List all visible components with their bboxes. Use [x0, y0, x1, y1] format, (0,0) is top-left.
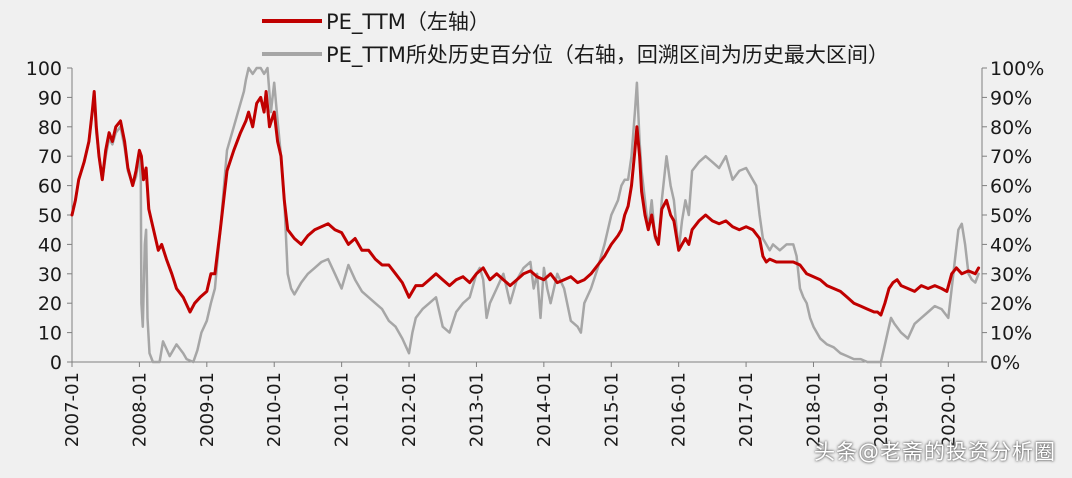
x-tick-label: 2019-01: [871, 372, 892, 447]
x-tick-label: 2010-01: [264, 372, 285, 447]
x-tick-label: 2018-01: [803, 372, 824, 447]
right-tick-label: 10%: [990, 323, 1032, 345]
right-tick-label: 100%: [990, 58, 1044, 80]
left-tick-label: 0: [50, 352, 62, 374]
series-line-percentile: [70, 66, 980, 364]
left-tick-label: 30: [38, 264, 62, 286]
right-axis: 0% 10% 20% 30% 40% 50% 60% 70% 80% 90% 100%: [981, 58, 1044, 374]
right-tick-label: 20%: [990, 293, 1032, 315]
left-tick-label: 20: [38, 293, 62, 315]
right-tick-label: 0%: [990, 352, 1020, 374]
legend-label-percentile: PE_TTM所处历史百分位（右轴，回溯区间为历史最大区间）: [326, 43, 889, 68]
x-tick-label: 2015-01: [601, 372, 622, 447]
x-tick-label: 2016-01: [669, 372, 690, 447]
right-tick-label: 50%: [990, 205, 1032, 227]
series-group: [70, 66, 981, 364]
x-tick-label: 2009-01: [197, 372, 218, 447]
x-tick-label: 2020-01: [938, 372, 959, 447]
x-tick-label: 2011-01: [332, 372, 353, 447]
x-tick-label: 2007-01: [62, 372, 83, 447]
left-tick-label: 70: [38, 146, 62, 168]
series-line-pe: [70, 90, 981, 317]
x-tick-label: 2017-01: [736, 372, 757, 447]
left-tick-label: 100: [26, 58, 62, 80]
x-tick-label: 2012-01: [399, 372, 420, 447]
right-tick-label: 60%: [990, 176, 1032, 198]
right-tick-label: 30%: [990, 264, 1032, 286]
right-tick-label: 90%: [990, 87, 1032, 109]
legend-label-pe: PE_TTM（左轴）: [326, 10, 490, 35]
left-tick-label: 90: [38, 87, 62, 109]
plot-area: [72, 68, 982, 362]
right-tick-label: 80%: [990, 117, 1032, 139]
right-tick-label: 40%: [990, 234, 1032, 256]
x-axis: 2007-01 2008-01 2009-01 2010-01 2011-01 2012-…: [62, 361, 982, 447]
x-tick-label: 2008-01: [129, 372, 150, 447]
watermark-text: 头条@老斋的投资分析圈: [814, 440, 1056, 464]
left-tick-label: 80: [38, 117, 62, 139]
left-axis: 0 10 20 30 40 50 60 70 80 90 100: [26, 58, 73, 374]
left-tick-label: 60: [38, 176, 62, 198]
left-tick-label: 40: [38, 234, 62, 256]
left-tick-label: 50: [38, 205, 62, 227]
x-tick-label: 2013-01: [466, 372, 487, 447]
left-tick-label: 10: [38, 323, 62, 345]
legend: PE_TTM（左轴） PE_TTM所处历史百分位（右轴，回溯区间为历史最大区间）: [262, 10, 889, 68]
right-tick-label: 70%: [990, 146, 1032, 168]
x-tick-label: 2014-01: [534, 372, 555, 447]
